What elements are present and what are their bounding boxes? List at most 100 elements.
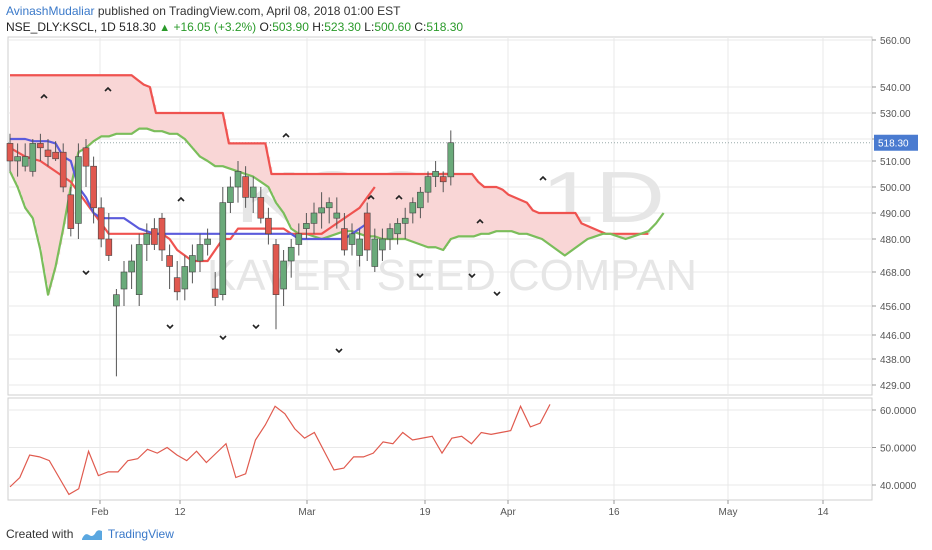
cloud-slice xyxy=(404,174,407,239)
cloud-slice xyxy=(540,213,543,239)
cloud-slice xyxy=(512,196,515,232)
price-tick-label: 540.00 xyxy=(880,83,911,94)
tradingview-link[interactable]: TradingView xyxy=(107,527,174,541)
cloud-slice xyxy=(428,174,431,248)
cloud-slice xyxy=(596,229,599,237)
symbol-label[interactable]: NSE_DLY:KSCL, 1D xyxy=(6,20,116,34)
down-arrow-icon xyxy=(416,273,424,279)
cloud-slice xyxy=(648,231,651,234)
cloud-slice xyxy=(260,143,263,182)
price-tick-label: 429.00 xyxy=(880,381,911,392)
current-price-label: 518.30 xyxy=(878,139,909,150)
down-arrow-icon xyxy=(468,273,476,279)
candle-body xyxy=(59,151,67,188)
up-arrow-icon xyxy=(104,86,112,92)
time-tick-label: 16 xyxy=(608,507,620,518)
price-axis: 560.00540.00530.00520.00510.00500.00490.… xyxy=(872,36,918,392)
cloud-slice xyxy=(400,174,403,239)
cloud-slice xyxy=(94,75,97,141)
cloud-slice xyxy=(164,113,167,132)
cloud-slice xyxy=(370,174,373,237)
close-label: C: xyxy=(414,20,427,34)
cloud-slice xyxy=(46,75,49,283)
up-arrow-icon xyxy=(40,93,48,99)
senkou-span-b-line xyxy=(10,74,649,235)
cloud-slice xyxy=(618,233,621,237)
cloud-slice xyxy=(498,187,501,232)
cloud-slice xyxy=(338,174,341,234)
cloud-slice xyxy=(450,174,453,241)
cloud-slice xyxy=(378,174,381,238)
price-tick-label: 510.00 xyxy=(880,157,911,168)
cloud-slice xyxy=(588,226,591,239)
cloud-slice xyxy=(194,113,197,150)
cloud-slice xyxy=(184,113,187,139)
author-link[interactable]: AvinashMudaliar xyxy=(6,4,95,18)
cloud-slice xyxy=(514,197,517,233)
candle-body xyxy=(341,228,348,251)
candle-body xyxy=(227,186,234,203)
cloud-slice xyxy=(140,81,143,129)
candle-body xyxy=(14,156,21,162)
rsi-panel: 60.0000 50.0000 40.0000 xyxy=(8,404,917,496)
cloud-slice xyxy=(154,104,157,132)
cloud-slice xyxy=(214,113,217,166)
cloud-slice xyxy=(398,174,401,239)
cloud-slice xyxy=(138,80,141,130)
up-arrow-icon xyxy=(282,132,290,138)
rsi-tick-label: 50.0000 xyxy=(880,444,917,455)
cloud-slice xyxy=(364,174,367,236)
candle-body xyxy=(379,238,386,251)
cloud-slice xyxy=(16,75,19,184)
cloud-slice xyxy=(170,113,173,134)
cloud-slice xyxy=(266,146,269,186)
cloud-slice xyxy=(348,174,351,232)
down-arrow-icon xyxy=(493,291,501,297)
cloud-slice xyxy=(462,174,465,237)
cloud-slice xyxy=(524,201,527,234)
cloud-slice xyxy=(152,96,155,131)
candle-body xyxy=(394,223,401,235)
time-tick-label: 19 xyxy=(419,507,431,518)
cloud-slice xyxy=(64,75,67,225)
cloud-slice xyxy=(296,174,299,232)
up-arrow-icon xyxy=(367,194,375,200)
published-text: published on TradingView.com, April 08, … xyxy=(97,4,401,18)
up-arrow-icon xyxy=(395,194,403,200)
candle-body xyxy=(432,171,439,177)
candle-body xyxy=(105,238,113,256)
cloud-slice xyxy=(196,113,199,152)
cloud-slice xyxy=(228,139,231,168)
candle-body xyxy=(181,266,189,290)
cloud-slice xyxy=(350,174,353,232)
cloud-slice xyxy=(280,174,283,209)
cloud-slice xyxy=(178,113,181,135)
candle-body xyxy=(363,212,371,251)
cloud-slice xyxy=(188,113,191,143)
cloud-slice xyxy=(566,213,569,255)
cloud-slice xyxy=(558,213,561,251)
price-tick-label: 560.00 xyxy=(880,36,911,47)
candle-body xyxy=(204,238,211,245)
cloud-slice xyxy=(186,113,189,141)
candle-body xyxy=(310,212,318,224)
rsi-line xyxy=(9,404,551,496)
cloud-slice xyxy=(372,174,375,237)
candle-body xyxy=(75,156,82,224)
cloud-slice xyxy=(36,75,39,232)
candle-body xyxy=(348,233,356,245)
cloud-slice xyxy=(408,174,411,241)
cloud-slice xyxy=(346,174,349,232)
candle-body xyxy=(135,244,143,295)
cloud-slice xyxy=(534,210,537,237)
cloud-slice xyxy=(356,174,359,233)
cloud-slice xyxy=(464,174,467,237)
cloud-slice xyxy=(70,75,73,192)
candle-body xyxy=(318,207,325,214)
price-tick-label: 438.00 xyxy=(880,355,911,366)
cloud-slice xyxy=(200,113,203,157)
cloud-slice xyxy=(628,233,631,239)
cloud-slice xyxy=(12,75,15,176)
price-tick-label: 480.00 xyxy=(880,235,911,246)
